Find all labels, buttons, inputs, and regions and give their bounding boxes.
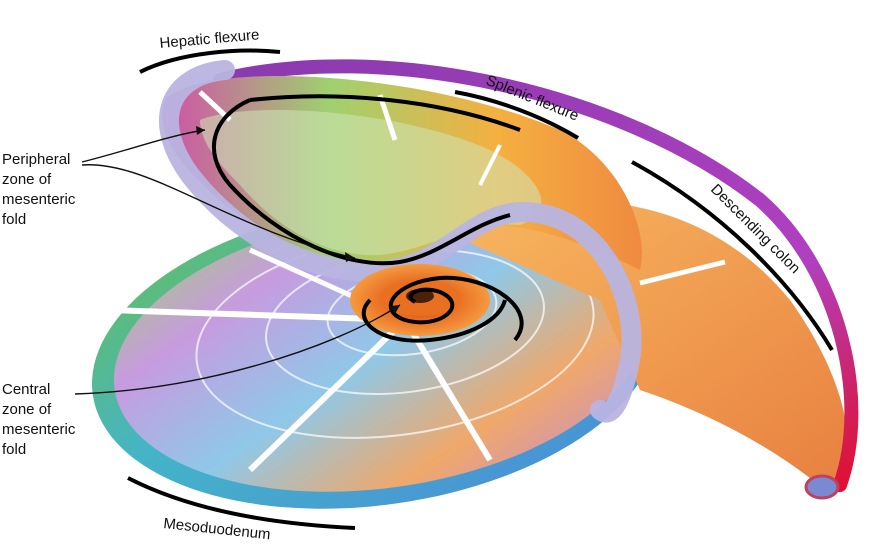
descending-colon-ribbon — [213, 59, 859, 500]
lower-mesenteric-disc — [92, 201, 658, 509]
splenic-flexure-bracket — [454, 90, 580, 140]
central-zone-spiral — [388, 275, 524, 342]
peripheral-zone-outline-upper — [249, 94, 521, 132]
mesoduodenum-bracket — [127, 476, 356, 530]
central-zone-line: fold — [2, 441, 27, 458]
peripheral-leader-1 — [81, 129, 206, 163]
colon-tube — [158, 60, 642, 423]
peripheral-zone-label: Peripheral zone of mesenteric fold — [2, 150, 75, 230]
central-zone-line: Central — [2, 381, 51, 398]
descending-colon-bracket — [631, 160, 834, 352]
arrowhead — [196, 126, 205, 135]
central-zone-spiral-outer — [361, 298, 507, 343]
central-zone-line: zone of — [2, 401, 52, 418]
peripheral-zone-line: mesenteric — [2, 191, 76, 208]
arrowhead — [390, 305, 400, 314]
central-zone-label: Central zone of mesenteric fold — [2, 380, 75, 460]
hepatic-flexure-bracket — [139, 48, 281, 74]
peripheral-leader-2 — [81, 164, 356, 259]
central-leader — [74, 304, 401, 395]
peripheral-zone-line: zone of — [2, 171, 52, 188]
hepatic-flexure-label: Hepatic flexure — [159, 26, 260, 52]
peripheral-zone-line: Peripheral — [2, 151, 71, 168]
arrowhead — [345, 252, 355, 262]
central-zone-line: mesenteric — [2, 421, 76, 438]
peripheral-zone-line: fold — [2, 211, 27, 228]
